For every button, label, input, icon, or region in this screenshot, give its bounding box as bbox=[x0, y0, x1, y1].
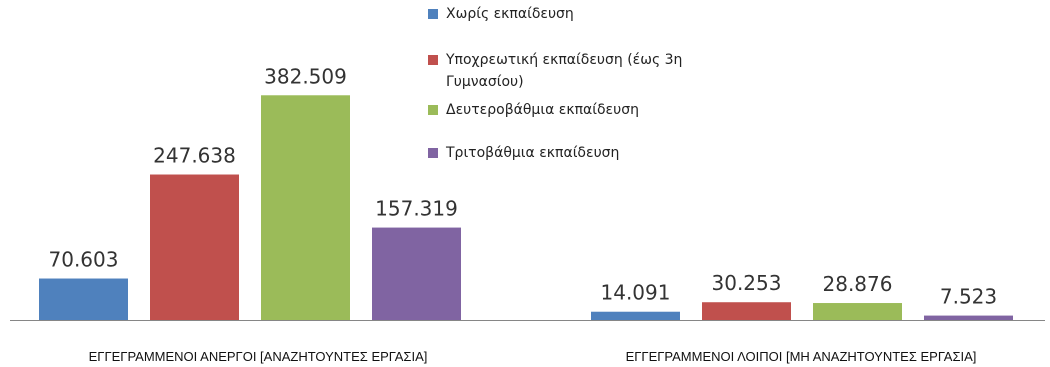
value-label-2-2: 30.253 bbox=[712, 271, 782, 295]
legend-label-2-line-1: Υποχρεωτική εκπαίδευση (έως 3η bbox=[445, 52, 682, 68]
legend-label-2-line-2: Γυμνασίου) bbox=[446, 74, 524, 90]
bar-2-2 bbox=[702, 302, 791, 320]
value-label-2-1: 247.638 bbox=[153, 144, 236, 168]
bar-1-2 bbox=[591, 311, 680, 320]
value-label-1-1: 70.603 bbox=[49, 248, 119, 272]
category-label-2: ΕΓΓΕΓΡΑΜΜΕΝΟΙ ΛΟΙΠΟΙ [ΜΗ ΑΝΑΖΗΤΟΥΝΤΕΣ ΕΡ… bbox=[626, 349, 977, 364]
value-labels: 70.603 14.091 247.638 30.253 382.509 28.876 15… bbox=[49, 64, 998, 308]
value-label-4-1: 157.319 bbox=[375, 197, 458, 221]
legend: Χωρίς εκπαίδευση Υποχρεωτική εκπαίδευση (… bbox=[428, 6, 682, 161]
category-label-1: ΕΓΓΕΓΡΑΜΜΕΝΟΙ ΑΝΕΡΓΟΙ [ΑΝΑΖΗΤΟΥΝΤΕΣ ΕΡΓΑ… bbox=[89, 349, 428, 364]
legend-label-1: Χωρίς εκπαίδευση bbox=[446, 6, 574, 22]
bar-1-1 bbox=[39, 278, 128, 320]
value-label-1-2: 14.091 bbox=[601, 281, 671, 305]
legend-swatch-1 bbox=[428, 9, 438, 19]
legend-label-3: Δευτεροβάθμια εκπαίδευση bbox=[446, 102, 639, 118]
legend-swatch-4 bbox=[428, 148, 438, 158]
bars bbox=[39, 95, 1013, 320]
bar-2-1 bbox=[150, 174, 239, 320]
category-labels: ΕΓΓΕΓΡΑΜΜΕΝΟΙ ΑΝΕΡΓΟΙ [ΑΝΑΖΗΤΟΥΝΤΕΣ ΕΡΓΑ… bbox=[89, 349, 977, 364]
value-label-3-2: 28.876 bbox=[823, 272, 893, 296]
legend-label-4: Τριτοβάθμια εκπαίδευση bbox=[445, 145, 619, 161]
legend-swatch-3 bbox=[428, 105, 438, 115]
value-label-4-2: 7.523 bbox=[940, 285, 997, 309]
value-label-3-1: 382.509 bbox=[264, 64, 347, 88]
bar-4-1 bbox=[372, 227, 461, 320]
bar-3-2 bbox=[813, 303, 902, 320]
legend-swatch-2 bbox=[428, 55, 438, 65]
bar-4-2 bbox=[924, 315, 1013, 320]
bar-3-1 bbox=[261, 95, 350, 320]
